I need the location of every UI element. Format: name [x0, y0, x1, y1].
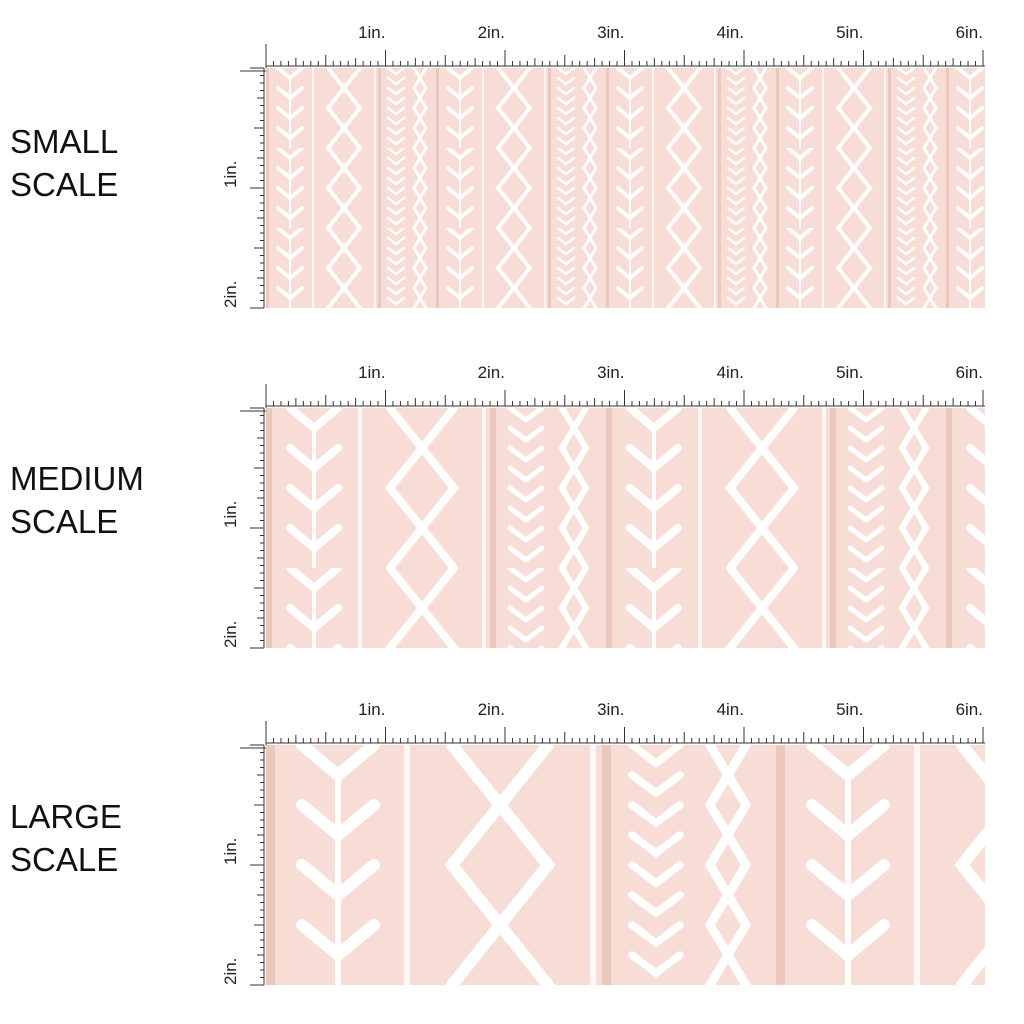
ruler-label: 1in.: [221, 838, 240, 865]
ruler-label: 3in.: [597, 700, 624, 719]
scale-label: LARGE: [10, 798, 122, 835]
ruler-label: 1in.: [358, 23, 385, 42]
ruler-label: 6in.: [956, 363, 983, 382]
ruler-label: 4in.: [717, 363, 744, 382]
scale-label: SCALE: [10, 166, 118, 203]
ruler-label: 2in.: [478, 700, 505, 719]
ruler-label: 5in.: [836, 700, 863, 719]
scale-label: MEDIUM: [10, 460, 144, 497]
fabric-swatch: [266, 68, 985, 308]
ruler-label: 2in.: [478, 23, 505, 42]
ruler-label: 3in.: [597, 363, 624, 382]
ruler-label: 2in.: [478, 363, 505, 382]
ruler-label: 4in.: [717, 700, 744, 719]
fabric-swatch: [266, 745, 985, 985]
ruler-label: 1in.: [221, 161, 240, 188]
ruler-label: 1in.: [358, 363, 385, 382]
ruler-label: 5in.: [836, 23, 863, 42]
ruler-label: 2in.: [221, 958, 240, 985]
scale-label: SCALE: [10, 503, 118, 540]
scale-label: SCALE: [10, 841, 118, 878]
ruler-label: 2in.: [221, 621, 240, 648]
fabric-swatch: [266, 408, 985, 648]
ruler-label: 1in.: [358, 700, 385, 719]
ruler-label: 3in.: [597, 23, 624, 42]
ruler-label: 6in.: [956, 700, 983, 719]
ruler-label: 5in.: [836, 363, 863, 382]
ruler-label: 1in.: [221, 501, 240, 528]
ruler-label: 4in.: [717, 23, 744, 42]
ruler-label: 2in.: [221, 281, 240, 308]
ruler-label: 6in.: [956, 23, 983, 42]
scale-label: SMALL: [10, 123, 118, 160]
